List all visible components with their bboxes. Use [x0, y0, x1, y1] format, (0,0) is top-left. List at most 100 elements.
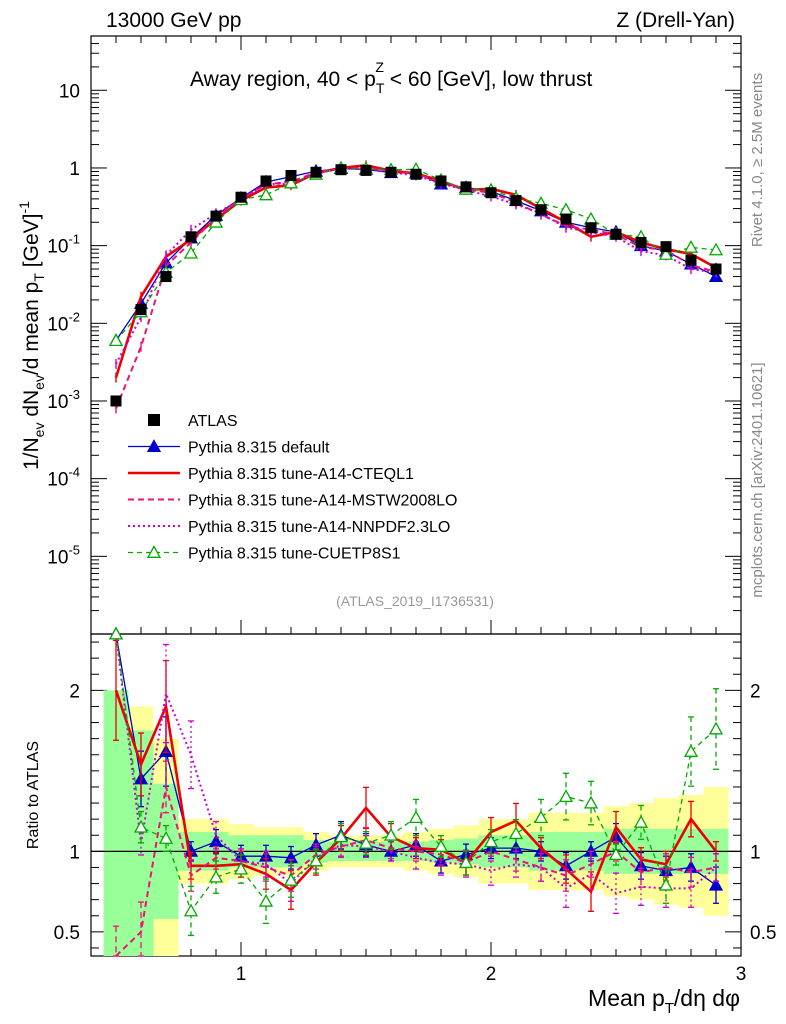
ratio-marker [383, 827, 399, 841]
series-line-2 [114, 164, 717, 378]
data-point [435, 175, 447, 187]
series-marker [583, 211, 599, 225]
ratio-marker [283, 872, 299, 886]
series-line-4 [115, 167, 717, 365]
data-point [685, 254, 697, 266]
ratio-marker [558, 789, 574, 803]
ratio-tick-label-left: 1 [69, 842, 80, 863]
ratio-marker [258, 893, 274, 907]
y-tick-label: 10-4 [47, 465, 80, 491]
main-plot-frame [90, 35, 742, 635]
ratio-marker [658, 877, 674, 891]
ratio-marker [533, 810, 549, 823]
legend-marker [146, 439, 162, 452]
ratio-marker [208, 869, 224, 883]
process-label: Z (Drell-Yan) [616, 9, 735, 32]
ratio-tick-label-right: 1 [750, 842, 761, 863]
legend-label-2: Pythia 8.315 tune-A14-CTEQL1 [188, 466, 414, 483]
series-line-3 [115, 166, 717, 409]
data-point [160, 271, 172, 283]
y-tick-label: 10-5 [47, 542, 80, 568]
data-point [235, 191, 247, 203]
analysis-id-label: (ATLAS_2019_I1736531) [336, 593, 494, 609]
data-point [610, 228, 622, 240]
data-point [360, 164, 372, 176]
x-tick-label: 3 [736, 964, 747, 985]
source-label: mcplots.cern.ch [arXiv:2401.10621] [749, 362, 766, 597]
ratio-marker [608, 847, 624, 861]
x-axis-label: Mean pT/dη dφ [588, 985, 740, 1017]
ratio-marker [108, 626, 124, 640]
data-point [485, 187, 497, 199]
data-point [285, 169, 297, 181]
ratio-marker [458, 855, 474, 869]
series-marker [683, 240, 699, 253]
data-point [135, 304, 147, 316]
legend-label-4: Pythia 8.315 tune-A14-NNPDF2.3LO [188, 519, 450, 536]
ratio-marker [408, 810, 424, 823]
ratio-marker [633, 815, 649, 828]
ratio-axis-label: Ratio to ATLAS [25, 741, 42, 849]
series-marker [708, 242, 724, 256]
data-point [185, 231, 197, 243]
data-point [585, 222, 597, 234]
data-point [260, 175, 272, 187]
ratio-marker [683, 744, 699, 757]
series-marker [283, 175, 299, 189]
ratio-tick-label-left: 2 [69, 681, 80, 702]
y-axis-label: 1/Nev dNev/d mean pT [GeV]-1 [16, 201, 47, 470]
series-marker [108, 333, 124, 346]
data-point [535, 204, 547, 216]
ratio-marker [233, 861, 249, 875]
data-point [660, 241, 672, 253]
ratio-marker [358, 835, 374, 849]
legend-label-3: Pythia 8.315 tune-A14-MSTW2008LO [188, 493, 457, 510]
ratio-marker [508, 826, 524, 840]
x-tick-label: 1 [236, 964, 247, 985]
series-marker [658, 247, 674, 260]
data-point [710, 263, 722, 275]
series-line-1 [115, 167, 717, 341]
y-tick-label: 10 [59, 81, 80, 102]
y-tick-label: 10-3 [47, 387, 80, 413]
x-tick-label: 2 [486, 964, 497, 985]
series-marker [258, 187, 274, 201]
ratio-marker [583, 795, 599, 809]
data-point [560, 213, 572, 225]
legend-label-5: Pythia 8.315 tune-CUETP8S1 [188, 546, 401, 563]
ratio-marker [308, 853, 324, 867]
ratio-marker [708, 877, 724, 891]
ratio-tick-label-left: 0.5 [54, 923, 80, 944]
data-point [310, 166, 322, 178]
ratio-marker [708, 721, 724, 735]
y-tick-label: 1 [69, 159, 80, 180]
legend-marker [148, 414, 160, 426]
energy-label: 13000 GeV pp [106, 9, 241, 32]
ratio-marker [133, 819, 149, 833]
ratio-marker [333, 829, 349, 843]
legend-marker [146, 545, 162, 558]
series-marker [208, 214, 224, 228]
data-point [460, 181, 472, 193]
data-point [510, 195, 522, 207]
rivet-version-label: Rivet 4.1.0, ≥ 2.5M events [749, 73, 766, 247]
ratio-tick-label-right: 2 [750, 681, 761, 702]
series-marker [183, 245, 199, 259]
legend-label-1: Pythia 8.315 default [188, 440, 330, 457]
data-point [410, 168, 422, 180]
ratio-marker [183, 903, 199, 917]
ratio-marker [433, 839, 449, 852]
ratio-marker [158, 831, 174, 844]
legend-label-0: ATLAS [188, 413, 238, 430]
ratio-marker [483, 834, 499, 848]
data-point [385, 166, 397, 178]
y-tick-label: 10-2 [47, 309, 80, 335]
data-point [110, 395, 122, 407]
y-tick-label: 10-1 [47, 232, 80, 258]
chart-title: Away region, 40 < pTZ < 60 [GeV], low th… [190, 59, 592, 96]
data-point [210, 210, 222, 222]
ratio-plot-frame [90, 633, 742, 957]
ratio-tick-label-right: 0.5 [750, 923, 776, 944]
data-point [335, 164, 347, 176]
